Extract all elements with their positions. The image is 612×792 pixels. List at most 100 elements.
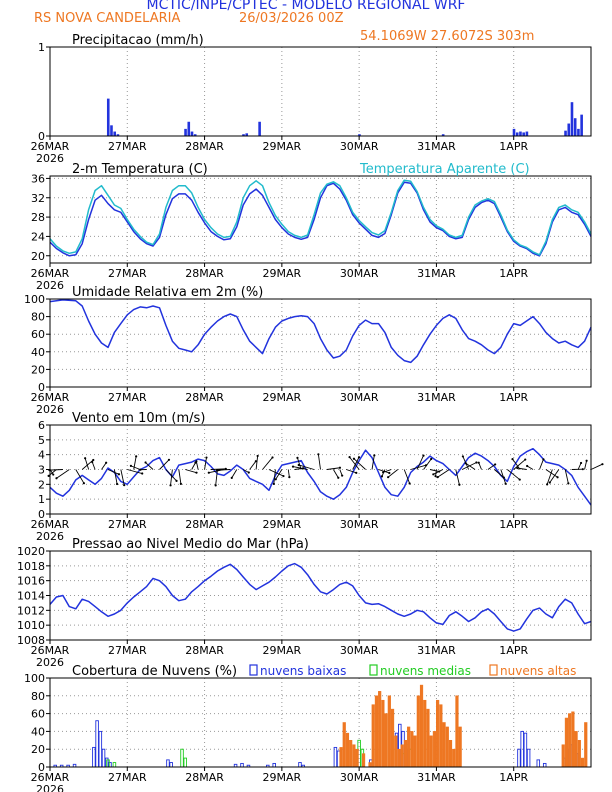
x-tick-label: 27MAR xyxy=(108,644,147,657)
cloud-bar-orange xyxy=(394,735,398,768)
x-tick-label: 1APR xyxy=(499,644,528,657)
x-tick-label: 29MAR xyxy=(263,771,302,784)
cloud-bar-blue xyxy=(526,748,531,768)
x-tick-label: 30MAR xyxy=(340,771,379,784)
precip-bar xyxy=(515,132,519,136)
precip-bar xyxy=(525,131,529,136)
x-tick-label: 30MAR xyxy=(340,140,379,153)
cloud-bar-orange xyxy=(339,747,343,768)
wind-arrow xyxy=(75,469,85,484)
cloud-bar-green xyxy=(112,762,117,768)
cloud-bar-orange xyxy=(403,739,408,768)
wind-arrow xyxy=(564,469,569,484)
y-tick-label: 1014 xyxy=(17,590,45,603)
wind-arrow-head xyxy=(355,471,358,474)
cloud-bar-orange xyxy=(387,695,391,768)
wind-arrow-head xyxy=(139,468,142,471)
x-year-label: 2026 xyxy=(36,403,64,416)
wind-arrow-head xyxy=(494,463,497,466)
x-tick-label: 31MAR xyxy=(417,267,456,280)
wind-arrow xyxy=(204,457,207,470)
wind-arrow xyxy=(433,469,444,475)
wind-arrow-head xyxy=(357,456,361,459)
wind-arrow-head xyxy=(291,465,295,468)
precip-bar xyxy=(519,131,522,136)
rh-panel: 0 20 40 60 80 100 26MAR 27MAR 28MAR 29MAR 30MAR 31M… xyxy=(24,285,592,416)
y-tick-label: 36 xyxy=(31,172,45,185)
wind-arrow xyxy=(49,469,63,471)
wind-arrow-head xyxy=(274,478,277,481)
wind-arrow-head xyxy=(436,476,439,479)
y-tick-label: 1012 xyxy=(17,604,45,617)
wind-arrow-head xyxy=(546,483,549,486)
wind-arrow xyxy=(287,469,290,478)
cloud-bar-orange xyxy=(448,739,453,768)
y-tick-label: 100 xyxy=(24,293,45,306)
x-tick-label: 26MAR xyxy=(31,644,70,657)
wind-arrow xyxy=(185,469,197,474)
wind-arrow-head xyxy=(144,461,147,464)
legend-swatch xyxy=(489,664,498,676)
wind-arrow xyxy=(549,469,560,483)
cloud-bar-orange xyxy=(574,731,578,768)
legend-label: nuvens altas xyxy=(500,664,576,678)
y-tick-label: 2 xyxy=(38,478,45,491)
wind-arrow-head xyxy=(464,462,467,465)
x-tick-label: 31MAR xyxy=(417,140,456,153)
x-tick-label: 31MAR xyxy=(417,391,456,404)
precip-bar xyxy=(245,133,249,136)
cloud-bar-orange xyxy=(439,704,443,768)
wind-arrow-head xyxy=(408,482,411,485)
wind-arrow xyxy=(170,469,173,486)
wind-arrow-head xyxy=(117,473,121,476)
wind-arrow xyxy=(416,455,424,470)
wind-arrow xyxy=(101,462,107,470)
panel-title: Cobertura de Nuvens (%) xyxy=(72,664,237,679)
y-tick-label: 28 xyxy=(31,211,45,224)
clouds-panel: 0 20 40 60 80 100 26MAR 27MAR 28MAR 29MAR 30MAR 31M… xyxy=(24,664,592,792)
wind-arrow-head xyxy=(272,482,275,485)
panel-frame xyxy=(49,677,592,768)
precip-bar xyxy=(184,128,187,136)
wind-arrow xyxy=(437,469,450,478)
cloud-bar-orange xyxy=(423,699,427,768)
wind-arrow-head xyxy=(256,454,259,458)
cloud-bar-green xyxy=(183,757,187,768)
y-tick-label: 0 xyxy=(38,761,45,774)
precip-bar xyxy=(441,134,445,136)
wind-arrow-head xyxy=(129,464,133,467)
wind-arrow xyxy=(217,469,231,471)
cloud-bar-orange xyxy=(455,695,459,768)
x-tick-label: 30MAR xyxy=(340,267,379,280)
x-year-label: 2026 xyxy=(36,656,64,669)
series-line-blue xyxy=(49,447,592,506)
precip-bar xyxy=(580,114,583,136)
wind-arrow-head xyxy=(214,484,217,487)
y-tick-label: 60 xyxy=(31,328,45,341)
wind-arrow xyxy=(215,469,218,486)
wind-arrow-head xyxy=(55,477,58,480)
x-tick-label: 1APR xyxy=(499,771,528,784)
cloud-bar-orange xyxy=(355,748,359,768)
cloud-bar-blue xyxy=(272,762,276,768)
wind-arrow xyxy=(487,464,496,470)
legend-label: nuvens medias xyxy=(380,664,471,678)
cloud-bar-blue xyxy=(333,746,338,768)
wind-arrow xyxy=(500,469,507,484)
y-tick-label: 40 xyxy=(31,725,45,738)
wind-arrow xyxy=(545,469,558,478)
y-tick-label: 1008 xyxy=(17,634,45,647)
panel-frame xyxy=(49,46,592,137)
x-tick-label: 29MAR xyxy=(263,644,302,657)
wind-arrow xyxy=(326,467,340,470)
cloud-bar-orange xyxy=(400,744,404,768)
precip-bar xyxy=(242,134,245,136)
wind-arrow-head xyxy=(92,458,95,462)
wind-arrow-head xyxy=(352,457,356,460)
y-tick-label: 20 xyxy=(31,363,45,376)
y-tick-label: 32 xyxy=(31,192,45,205)
cloud-bar-orange xyxy=(580,757,585,768)
cloud-bar-orange xyxy=(390,708,395,768)
